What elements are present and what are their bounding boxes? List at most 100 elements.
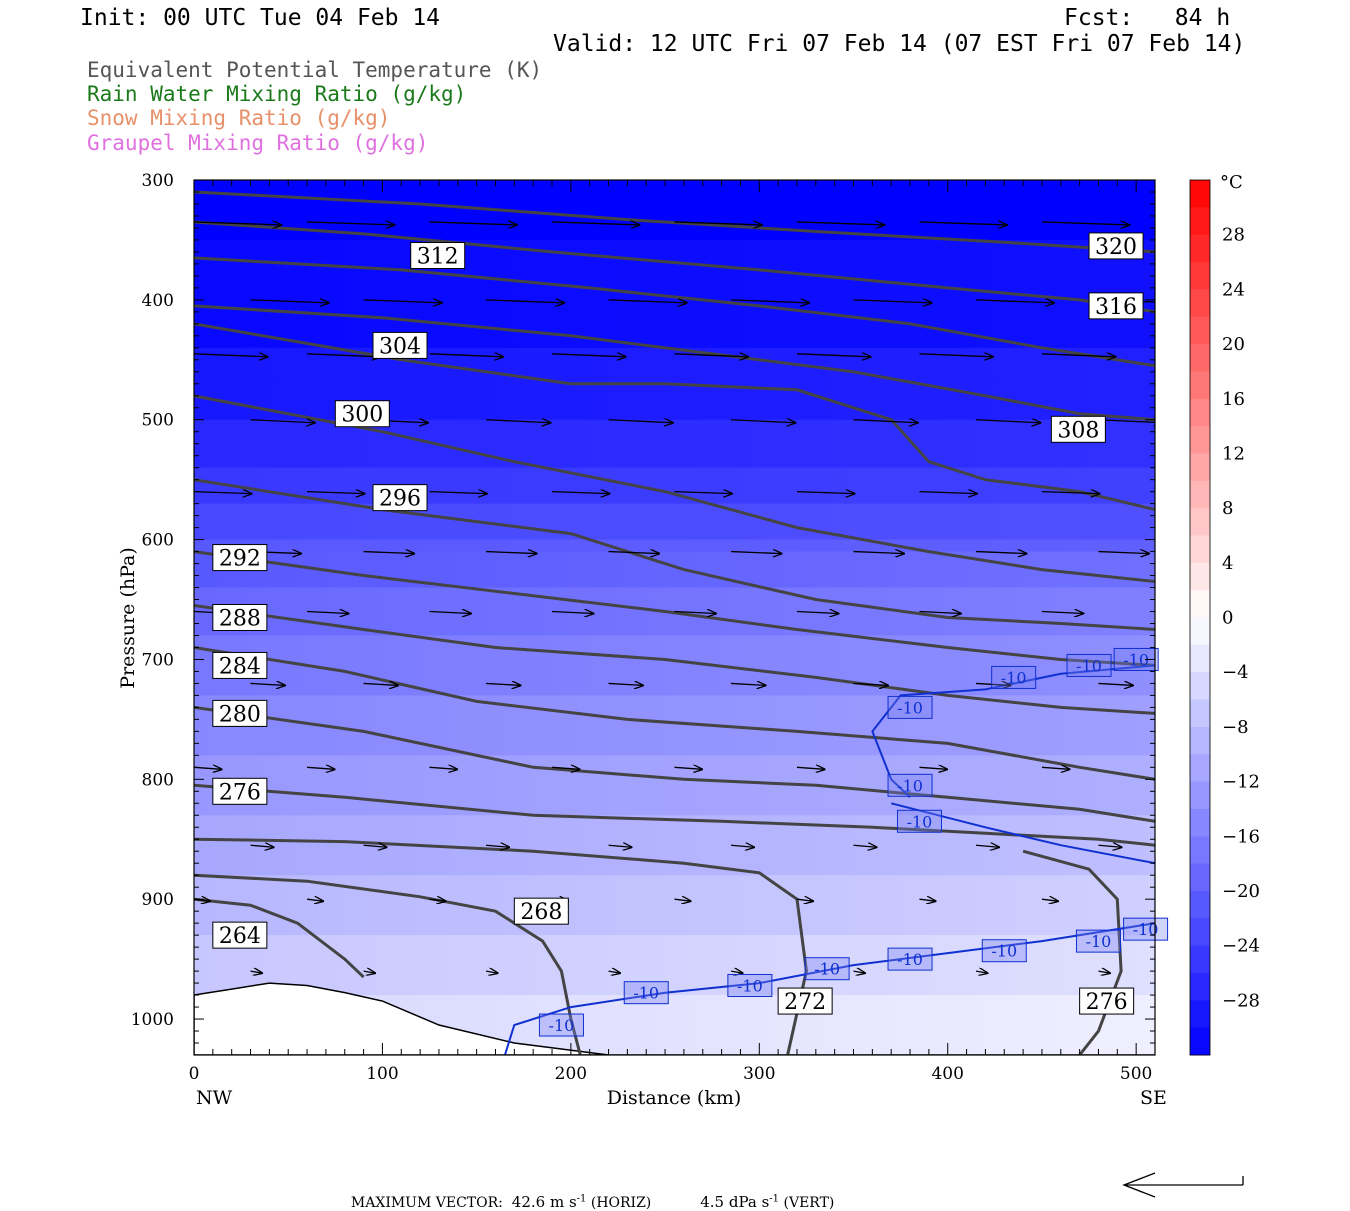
colorbar-segment (1190, 426, 1210, 454)
isotherm-label-box (981, 939, 1027, 963)
wind-vector (429, 899, 446, 901)
shade-band (194, 479, 1155, 493)
shade-band (194, 731, 1155, 745)
colorbar-label: 8 (1222, 498, 1233, 519)
isotherm-label-box (887, 773, 933, 797)
colorbar-segment (1190, 371, 1210, 400)
colorbar-segment (1190, 398, 1210, 427)
wind-vector (731, 300, 809, 303)
theta-e-label-box (212, 544, 268, 572)
x-tick-label: 400 (931, 1064, 963, 1084)
wind-vector (975, 300, 1054, 303)
isotherm-label: -10 (1086, 932, 1112, 951)
colorbar-segment (1190, 644, 1210, 673)
theta-e-label: 300 (341, 403, 383, 428)
colorbar-segment (1190, 972, 1210, 1001)
isotherm-label: -10 (897, 776, 923, 795)
shade-band (194, 467, 1155, 481)
wind-vector (1041, 354, 1116, 357)
isotherm-label: -10 (1123, 650, 1149, 669)
isotherm-label-box (1123, 917, 1169, 941)
y-axis-title: Pressure (hPa) (117, 547, 139, 689)
wind-vector (485, 971, 498, 973)
theta-e-label-box (1088, 292, 1144, 320)
theta-e-label: 268 (520, 900, 562, 925)
colorbar-label: 12 (1222, 443, 1245, 464)
wind-vector (307, 492, 365, 494)
axes: 300 400 500 600 700 800 900 1000 0 100 200 300 400 50… (131, 171, 1155, 1084)
isotherm-label: -10 (991, 942, 1017, 961)
shade-band (194, 635, 1155, 649)
colorbar-segment (1190, 617, 1210, 646)
wind-vector (853, 971, 866, 973)
shade-band (194, 407, 1155, 421)
wind-vector (796, 492, 855, 494)
wind-vector (551, 767, 580, 769)
vert-value: 4.5 dPa s (700, 1193, 770, 1211)
theta-e-label-box (410, 242, 466, 270)
colorbar-segment (1190, 918, 1210, 947)
theta-e-contour (1022, 849, 1123, 1055)
x-tick-label: 300 (743, 1064, 775, 1084)
x-tick-label: 500 (1120, 1064, 1152, 1084)
wind-vector (853, 552, 905, 554)
shade-band (194, 671, 1155, 685)
isotherm-label-box (804, 957, 850, 981)
theta-e-contour (194, 550, 1155, 667)
wind-vector (250, 845, 274, 847)
wind-vector (250, 420, 315, 423)
shade-band (194, 995, 1155, 1009)
wind-vector (429, 612, 471, 614)
colorbar-label: −20 (1222, 881, 1260, 902)
isotherm-label-box (1066, 653, 1112, 677)
theta-e-label-box (372, 331, 428, 359)
colorbar-segment (1190, 1027, 1210, 1056)
theta-e-contour (194, 478, 1155, 631)
wind-vector (1041, 612, 1083, 614)
shade-band (194, 563, 1155, 577)
shade-band (194, 203, 1155, 217)
wind-vector (919, 222, 1006, 225)
colorbar-segment (1190, 808, 1210, 837)
isotherm-label-box (887, 695, 933, 719)
isotherm-label: -10 (1001, 668, 1027, 687)
shade-band (194, 575, 1155, 589)
colorbar-segment (1190, 890, 1210, 919)
colorbar-segment (1190, 535, 1210, 564)
wind-vector (194, 492, 252, 494)
wind-vector (674, 492, 733, 494)
wind-vector (796, 222, 884, 225)
x-tick-label: 0 (189, 1064, 200, 1084)
theta-e-label-box (1050, 415, 1106, 443)
colorbar-label: −12 (1222, 772, 1260, 793)
theta-e-contour (194, 190, 1155, 254)
theta-e-contour (194, 873, 582, 1055)
theta-e-label-box (334, 400, 390, 428)
wind-vector (486, 845, 509, 847)
shade-band (194, 323, 1155, 337)
shade-band (194, 863, 1155, 877)
wind-vector (919, 767, 947, 769)
x-axis-title: Distance (km) (607, 1087, 742, 1109)
colorbar-segment (1190, 699, 1210, 728)
theta-e-contour (194, 304, 1155, 422)
wind-vector (919, 354, 993, 357)
wind-vector (363, 845, 387, 847)
y-tick-label: 900 (142, 890, 174, 910)
wind-vector (975, 971, 988, 973)
shade-band (194, 851, 1155, 865)
theta-e-label: 284 (219, 654, 261, 679)
shade-band (194, 455, 1155, 469)
theta-e-label-box (212, 651, 268, 679)
colorbar-segment (1190, 836, 1210, 865)
shade-band (194, 191, 1155, 205)
theta-e-contour (194, 646, 1155, 781)
shade-band (194, 227, 1155, 241)
shade-band (194, 899, 1155, 913)
isotherm-label: -10 (814, 960, 840, 979)
wind-vector (429, 222, 517, 225)
colorbar-label: 24 (1222, 279, 1245, 300)
init-time: Init: 00 UTC Tue 04 Feb 14 (80, 5, 441, 31)
isotherm-label-box (896, 809, 942, 833)
shade-band (194, 539, 1155, 553)
